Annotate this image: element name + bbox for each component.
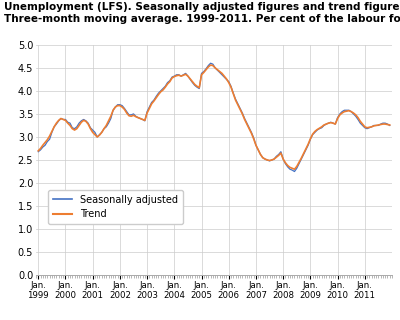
Legend: Seasonally adjusted, Trend: Seasonally adjusted, Trend xyxy=(48,190,183,224)
Text: Unemployment (LFS). Seasonally adjusted figures and trend figures.: Unemployment (LFS). Seasonally adjusted … xyxy=(4,2,400,12)
Text: Three-month moving average. 1999-2011. Per cent of the labour force: Three-month moving average. 1999-2011. P… xyxy=(4,14,400,24)
